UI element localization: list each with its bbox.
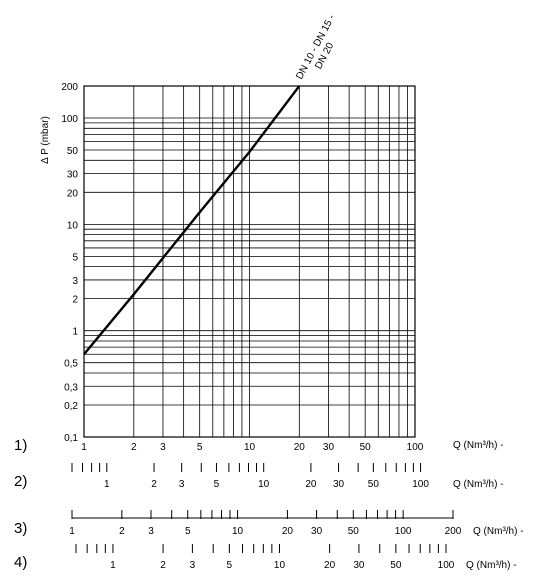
y-tick-label: 100: [61, 114, 78, 125]
scale-tick-label: 200: [445, 526, 462, 537]
y-tick-label: 0,5: [64, 359, 78, 370]
y-tick-label: 1: [72, 327, 78, 338]
scale-tick-label: 50: [390, 560, 402, 571]
y-tick-label: 200: [61, 82, 78, 93]
x-tick-label: 3: [160, 442, 166, 453]
flow-scale: 3) 1 2 3 5 10 20 30 50 100 200 Q (Nm³/h) -: [14, 510, 524, 537]
y-tick-label: 0,1: [64, 433, 78, 444]
scale-tick-label: 3: [179, 479, 185, 490]
scale-number: 3): [14, 520, 27, 537]
scale-tick-label: 5: [227, 560, 233, 571]
flow-scale: 2) 1 2 3 5 10 20 30 50 100 Q (Nm³/h) -: [14, 463, 504, 490]
scale-tick-label: 50: [368, 479, 380, 490]
scale-tick-label: 30: [311, 526, 323, 537]
flow-scale: 1) 1 2 3 5 10 20 30 50 100 Q (Nm³/h) -: [14, 437, 504, 454]
scale-tick-label: 2: [151, 479, 157, 490]
y-tick-label: 0,2: [64, 401, 78, 412]
flow-scales: 1) 1 2 3 5 10 20 30 50 100 Q (Nm³/h) - 2) 1 2 3 5 10 20 30…: [14, 437, 524, 571]
scale-unit-label: Q (Nm³/h) -: [453, 440, 504, 451]
y-tick-labels: 200 100 50 30 20 10 5 3 2 1 0,5 0,3 0,2 0,1: [61, 82, 78, 444]
y-tick-label: 0,3: [64, 382, 78, 393]
scale-tick-label: 10: [232, 526, 244, 537]
scale-tick-label: 30: [333, 479, 345, 490]
x-tick-label: 50: [360, 442, 372, 453]
series-line: [83, 85, 301, 356]
scale-tick-label: 1: [69, 526, 75, 537]
scale-number: 1): [14, 437, 27, 454]
scale-tick-label: 1: [110, 560, 116, 571]
scale-tick-label: 100: [412, 479, 429, 490]
x-tick-label: 10: [244, 442, 256, 453]
scale-tick-label: 2: [160, 560, 166, 571]
chart-grid: [83, 85, 416, 438]
scale-tick-label: 10: [258, 479, 270, 490]
scale-tick-label: 2: [119, 526, 125, 537]
scale-tick-label: 20: [282, 526, 294, 537]
x-tick-label: 1: [81, 442, 87, 453]
y-tick-label: 2: [72, 295, 78, 306]
scale-tick-label: 5: [214, 479, 220, 490]
x-tick-label: 30: [323, 442, 335, 453]
scale-unit-label: Q (Nm³/h) -: [473, 526, 524, 537]
y-tick-label: 20: [67, 188, 79, 199]
y-tick-label: 3: [72, 276, 78, 287]
scale-tick-label: 3: [148, 526, 154, 537]
x-tick-label: 20: [294, 442, 306, 453]
scale-tick-label: 3: [190, 560, 196, 571]
scale-tick-label: 10: [274, 560, 286, 571]
y-tick-label: 10: [67, 220, 79, 231]
scale-number: 4): [14, 554, 27, 571]
y-tick-label: 50: [67, 146, 79, 157]
y-axis-label: Δ P (mbar): [40, 116, 51, 164]
scale-tick-label: 100: [395, 526, 412, 537]
x-tick-label: 2: [131, 442, 137, 453]
scale-unit-label: Q (Nm³/h) -: [466, 560, 517, 571]
x-tick-label: 100: [407, 442, 424, 453]
scale-tick-label: 100: [438, 560, 455, 571]
scale-tick-label: 5: [185, 526, 191, 537]
x-tick-label: 5: [197, 442, 203, 453]
scale-tick-label: 30: [353, 560, 365, 571]
scale-tick-label: 1: [104, 479, 110, 490]
scale-tick-label: 20: [305, 479, 317, 490]
y-tick-label: 30: [67, 170, 79, 181]
scale-tick-label: 50: [348, 526, 360, 537]
y-tick-label: 5: [72, 252, 78, 263]
scale-tick-label: 20: [324, 560, 336, 571]
flow-scale: 4) 1 2 3 5 10 20 30 50 100 Q (Nm³/h) -: [14, 544, 517, 571]
scale-unit-label: Q (Nm³/h) -: [453, 479, 504, 490]
series-label: DN 10 - DN 15 -DN 20: [294, 13, 337, 81]
chart-series: DN 10 - DN 15 -DN 20: [83, 13, 338, 356]
scale-number: 2): [14, 473, 27, 490]
